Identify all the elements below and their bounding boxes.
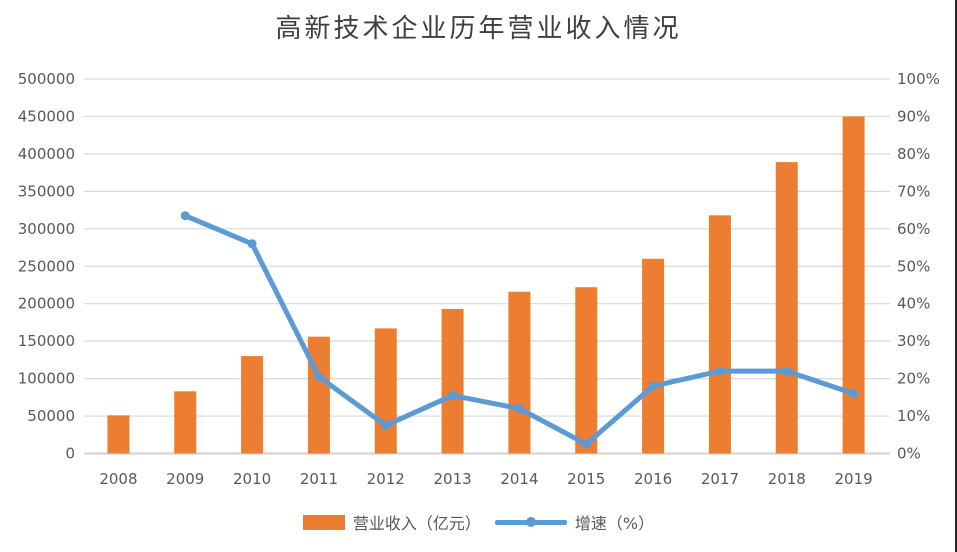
- growth-marker: [514, 404, 524, 414]
- left-axis-tick-label: 50000: [27, 407, 75, 425]
- growth-marker: [581, 439, 591, 449]
- right-axis-tick-label: 90%: [897, 107, 930, 125]
- right-axis-tick-label: 10%: [897, 407, 930, 425]
- x-axis-category-label: 2018: [768, 470, 806, 488]
- growth-marker: [381, 420, 391, 430]
- x-axis-category-label: 2010: [233, 470, 271, 488]
- legend-growth-label: 增速（%）: [574, 514, 655, 533]
- revenue-bar-2017: [708, 215, 731, 454]
- revenue-bar-2011: [307, 336, 330, 454]
- chart-title: 高新技术企业历年营业收入情况: [275, 14, 682, 44]
- left-axis-tick-label: 450000: [18, 107, 75, 125]
- right-axis-tick-label: 70%: [897, 182, 930, 200]
- revenue-bar-2012: [374, 328, 397, 454]
- x-axis-category-label: 2012: [367, 470, 405, 488]
- left-axis-tick-label: 250000: [18, 257, 75, 275]
- legend-revenue-label: 营业收入（亿元）: [352, 514, 481, 533]
- x-axis-category-label: 2011: [300, 470, 338, 488]
- right-axis-tick-label: 50%: [897, 257, 930, 275]
- revenue-bar-2008: [107, 415, 130, 454]
- left-axis-tick-label: 200000: [18, 295, 75, 313]
- left-axis-tick-label: 300000: [18, 220, 75, 238]
- revenue-bar-2009: [174, 391, 197, 454]
- revenue-bar-2014: [508, 291, 531, 454]
- x-axis-category-label: 2016: [634, 470, 672, 488]
- growth-marker: [314, 372, 324, 382]
- x-axis-category-label: 2013: [433, 470, 471, 488]
- left-axis-tick-label: 500000: [18, 70, 75, 88]
- growth-marker: [448, 390, 458, 400]
- legend-item-revenue: 营业收入（亿元）: [302, 510, 481, 534]
- right-axis-tick-label: 40%: [897, 295, 930, 313]
- growth-marker: [247, 239, 257, 249]
- legend-line-swatch-icon: [494, 516, 567, 528]
- revenue-bar-2016: [642, 258, 665, 454]
- revenue-bar-2013: [441, 308, 464, 454]
- left-axis-tick-label: 350000: [18, 182, 75, 200]
- right-axis-tick-label: 0%: [897, 445, 921, 463]
- growth-marker: [715, 366, 725, 376]
- right-axis-tick-label: 100%: [897, 70, 940, 88]
- growth-marker: [849, 389, 859, 399]
- image-right-border: [955, 0, 957, 552]
- revenue-bar-2018: [775, 162, 798, 454]
- growth-marker: [648, 381, 658, 391]
- legend-line-marker-icon: [525, 517, 536, 527]
- revenue-bar-2019: [842, 116, 865, 454]
- x-axis-category-label: 2017: [701, 470, 739, 488]
- revenue-bar-2010: [241, 356, 264, 454]
- right-axis-tick-label: 20%: [897, 370, 930, 388]
- x-axis-category-label: 2014: [500, 470, 538, 488]
- left-axis-tick-label: 150000: [18, 332, 75, 350]
- x-axis-category-label: 2009: [166, 470, 204, 488]
- x-axis-category-label: 2015: [567, 470, 605, 488]
- legend-bar-swatch-icon: [302, 514, 345, 530]
- growth-marker: [782, 366, 792, 376]
- right-axis-tick-label: 80%: [897, 145, 930, 163]
- left-axis-tick-label: 0: [65, 445, 75, 463]
- x-axis-category-label: 2019: [834, 470, 872, 488]
- left-axis-tick-label: 100000: [18, 370, 75, 388]
- right-axis-tick-label: 60%: [897, 220, 930, 238]
- legend-item-growth: 增速（%）: [494, 510, 655, 534]
- chart-legend: 营业收入（亿元） 增速（%）: [0, 506, 957, 538]
- growth-marker: [180, 211, 190, 221]
- x-axis-category-label: 2008: [99, 470, 137, 488]
- left-axis-tick-label: 400000: [18, 145, 75, 163]
- right-axis-tick-label: 30%: [897, 332, 930, 350]
- revenue-bar-2015: [575, 287, 598, 454]
